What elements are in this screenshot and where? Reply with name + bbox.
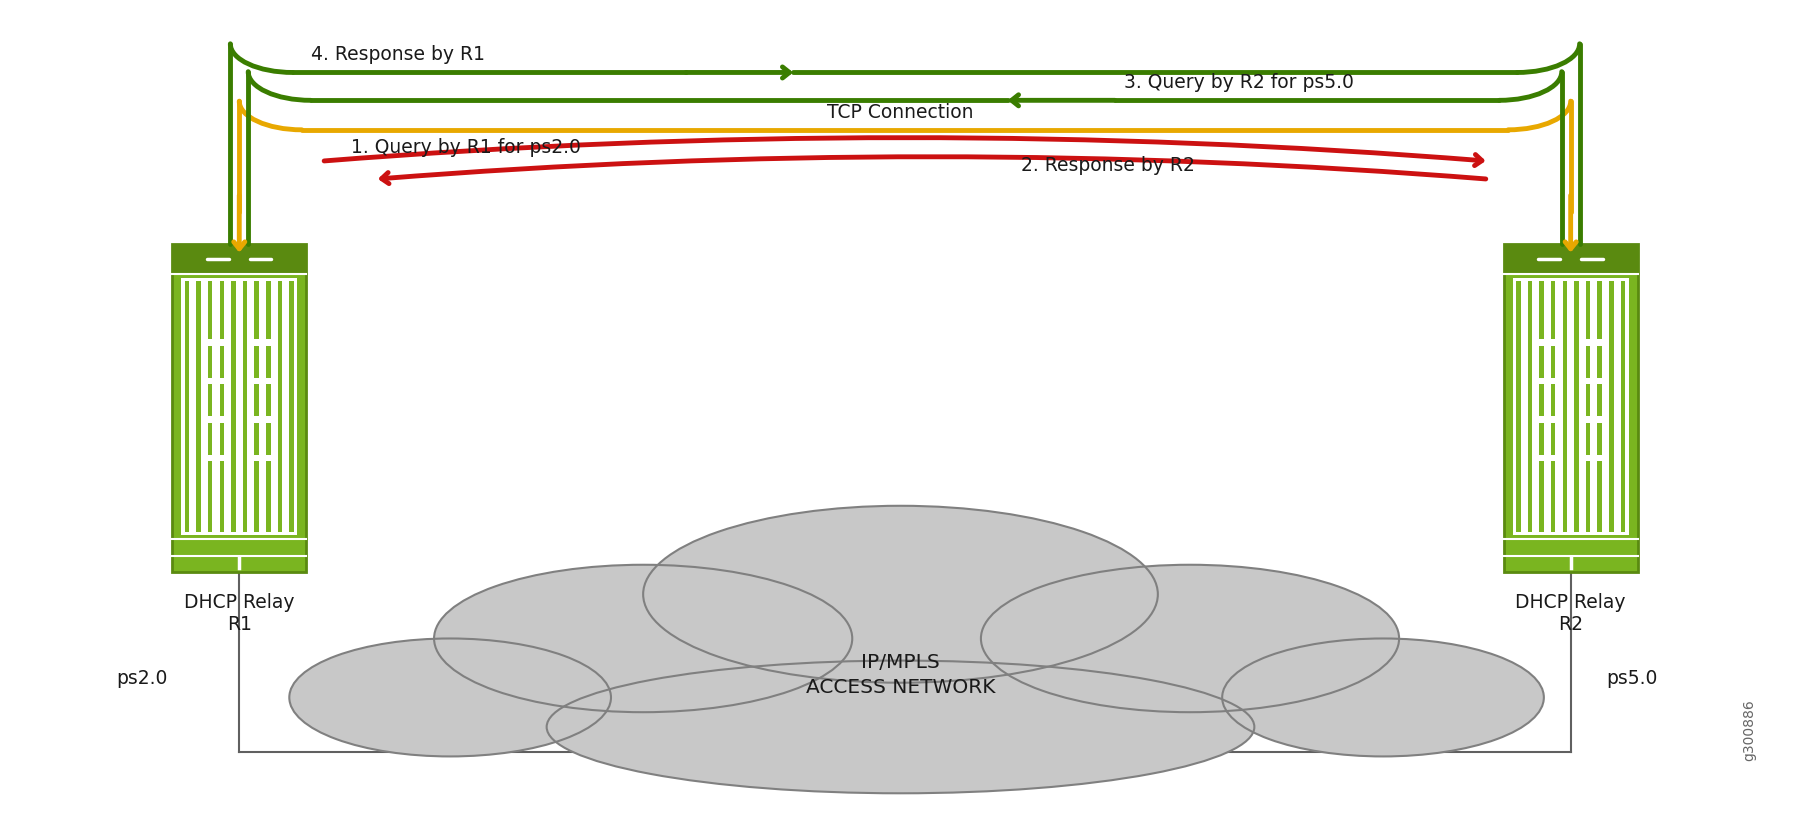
- Ellipse shape: [290, 638, 611, 756]
- FancyBboxPatch shape: [231, 282, 236, 532]
- FancyBboxPatch shape: [265, 377, 272, 384]
- FancyBboxPatch shape: [277, 282, 283, 532]
- FancyBboxPatch shape: [254, 282, 259, 532]
- Text: ps5.0: ps5.0: [1606, 669, 1657, 688]
- FancyBboxPatch shape: [1585, 455, 1592, 461]
- FancyBboxPatch shape: [1585, 339, 1592, 346]
- Text: ps2.0: ps2.0: [117, 669, 167, 688]
- FancyBboxPatch shape: [207, 282, 213, 532]
- FancyBboxPatch shape: [1538, 455, 1545, 461]
- Ellipse shape: [982, 565, 1399, 712]
- Ellipse shape: [548, 661, 1253, 793]
- FancyBboxPatch shape: [1538, 416, 1545, 423]
- Text: DHCP Relay
R1: DHCP Relay R1: [184, 592, 295, 634]
- FancyBboxPatch shape: [1549, 377, 1556, 384]
- Text: 3. Query by R2 for ps5.0: 3. Query by R2 for ps5.0: [1124, 73, 1354, 92]
- FancyBboxPatch shape: [1549, 416, 1556, 423]
- FancyBboxPatch shape: [1527, 282, 1533, 532]
- FancyBboxPatch shape: [207, 377, 214, 384]
- FancyBboxPatch shape: [207, 339, 214, 346]
- FancyBboxPatch shape: [1608, 282, 1614, 532]
- Text: 4. Response by R1: 4. Response by R1: [312, 45, 484, 64]
- Ellipse shape: [434, 565, 852, 712]
- FancyBboxPatch shape: [1504, 245, 1637, 572]
- FancyBboxPatch shape: [173, 245, 306, 572]
- FancyBboxPatch shape: [220, 282, 223, 532]
- FancyBboxPatch shape: [1596, 377, 1603, 384]
- FancyBboxPatch shape: [207, 455, 214, 461]
- FancyBboxPatch shape: [186, 282, 189, 532]
- FancyBboxPatch shape: [265, 339, 272, 346]
- FancyBboxPatch shape: [1549, 455, 1556, 461]
- FancyBboxPatch shape: [254, 339, 261, 346]
- FancyBboxPatch shape: [196, 282, 202, 532]
- FancyBboxPatch shape: [243, 282, 247, 532]
- FancyBboxPatch shape: [254, 416, 261, 423]
- FancyBboxPatch shape: [1585, 416, 1592, 423]
- Text: 2. Response by R2: 2. Response by R2: [1021, 156, 1196, 175]
- FancyBboxPatch shape: [218, 455, 225, 461]
- FancyBboxPatch shape: [254, 377, 261, 384]
- FancyBboxPatch shape: [265, 416, 272, 423]
- FancyBboxPatch shape: [1574, 282, 1579, 532]
- FancyBboxPatch shape: [265, 455, 272, 461]
- Ellipse shape: [1223, 638, 1543, 756]
- FancyBboxPatch shape: [1551, 282, 1556, 532]
- Text: IP/MPLS
ACCESS NETWORK: IP/MPLS ACCESS NETWORK: [805, 652, 996, 696]
- FancyBboxPatch shape: [1621, 282, 1625, 532]
- FancyBboxPatch shape: [1563, 282, 1567, 532]
- FancyBboxPatch shape: [1596, 339, 1603, 346]
- Ellipse shape: [643, 506, 1158, 683]
- FancyBboxPatch shape: [207, 416, 214, 423]
- FancyBboxPatch shape: [1549, 339, 1556, 346]
- Text: 1. Query by R1 for ps2.0: 1. Query by R1 for ps2.0: [351, 137, 582, 157]
- FancyBboxPatch shape: [1538, 339, 1545, 346]
- FancyBboxPatch shape: [173, 245, 306, 274]
- FancyBboxPatch shape: [254, 455, 261, 461]
- FancyBboxPatch shape: [182, 278, 297, 536]
- FancyBboxPatch shape: [1540, 282, 1543, 532]
- FancyBboxPatch shape: [1538, 377, 1545, 384]
- Text: TCP Connection: TCP Connection: [827, 102, 974, 122]
- Text: g300886: g300886: [1742, 699, 1756, 761]
- FancyBboxPatch shape: [218, 339, 225, 346]
- FancyBboxPatch shape: [1597, 282, 1601, 532]
- FancyBboxPatch shape: [1585, 377, 1592, 384]
- Text: DHCP Relay
R2: DHCP Relay R2: [1515, 592, 1626, 634]
- FancyBboxPatch shape: [1516, 282, 1520, 532]
- FancyBboxPatch shape: [218, 416, 225, 423]
- FancyBboxPatch shape: [218, 377, 225, 384]
- FancyBboxPatch shape: [1596, 416, 1603, 423]
- FancyBboxPatch shape: [1504, 245, 1637, 274]
- FancyBboxPatch shape: [1513, 278, 1628, 536]
- FancyBboxPatch shape: [1596, 455, 1603, 461]
- FancyBboxPatch shape: [290, 282, 294, 532]
- FancyBboxPatch shape: [267, 282, 270, 532]
- FancyBboxPatch shape: [1587, 282, 1590, 532]
